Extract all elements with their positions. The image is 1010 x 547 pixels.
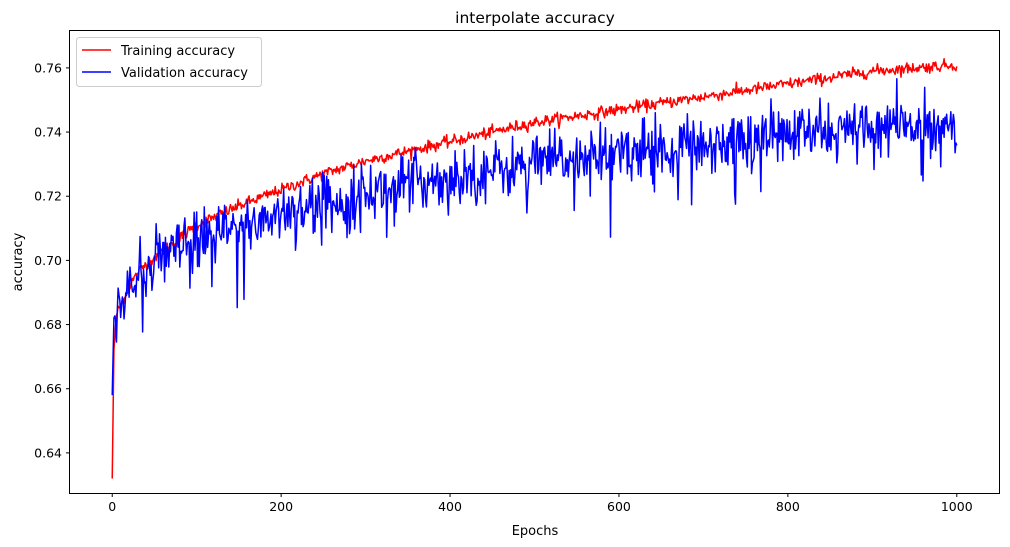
- legend-label-validation: Validation accuracy: [121, 66, 248, 81]
- x-tick-label: 600: [607, 499, 631, 514]
- x-tick-label: 200: [269, 499, 293, 514]
- y-tick-label: 0.68: [34, 317, 62, 332]
- y-tick-label: 0.76: [34, 60, 62, 75]
- y-tick-label: 0.72: [34, 189, 62, 204]
- plot-area: [69, 30, 1000, 494]
- x-axis: 0 200 400 600 800 1000: [108, 493, 973, 514]
- x-tick-label: 800: [776, 499, 800, 514]
- chart-title: interpolate accuracy: [455, 9, 615, 27]
- series-line-validation: [111, 78, 958, 396]
- x-axis-label: Epochs: [512, 524, 559, 539]
- series-line-training: [111, 58, 958, 479]
- y-tick-label: 0.64: [34, 445, 62, 460]
- x-tick-label: 0: [108, 499, 116, 514]
- x-tick-label: 1000: [941, 499, 973, 514]
- y-tick-label: 0.70: [34, 253, 62, 268]
- legend-box: [76, 37, 262, 87]
- y-axis-label: accuracy: [11, 232, 26, 291]
- y-tick-label: 0.74: [34, 125, 62, 140]
- y-axis: 0.64 0.66 0.68 0.70 0.72 0.74 0.76: [34, 60, 70, 460]
- legend: Training accuracy Validation accuracy: [76, 37, 262, 87]
- y-tick-label: 0.66: [34, 381, 62, 396]
- x-tick-label: 400: [438, 499, 462, 514]
- plot-frame: [69, 30, 1000, 494]
- legend-label-training: Training accuracy: [120, 44, 235, 59]
